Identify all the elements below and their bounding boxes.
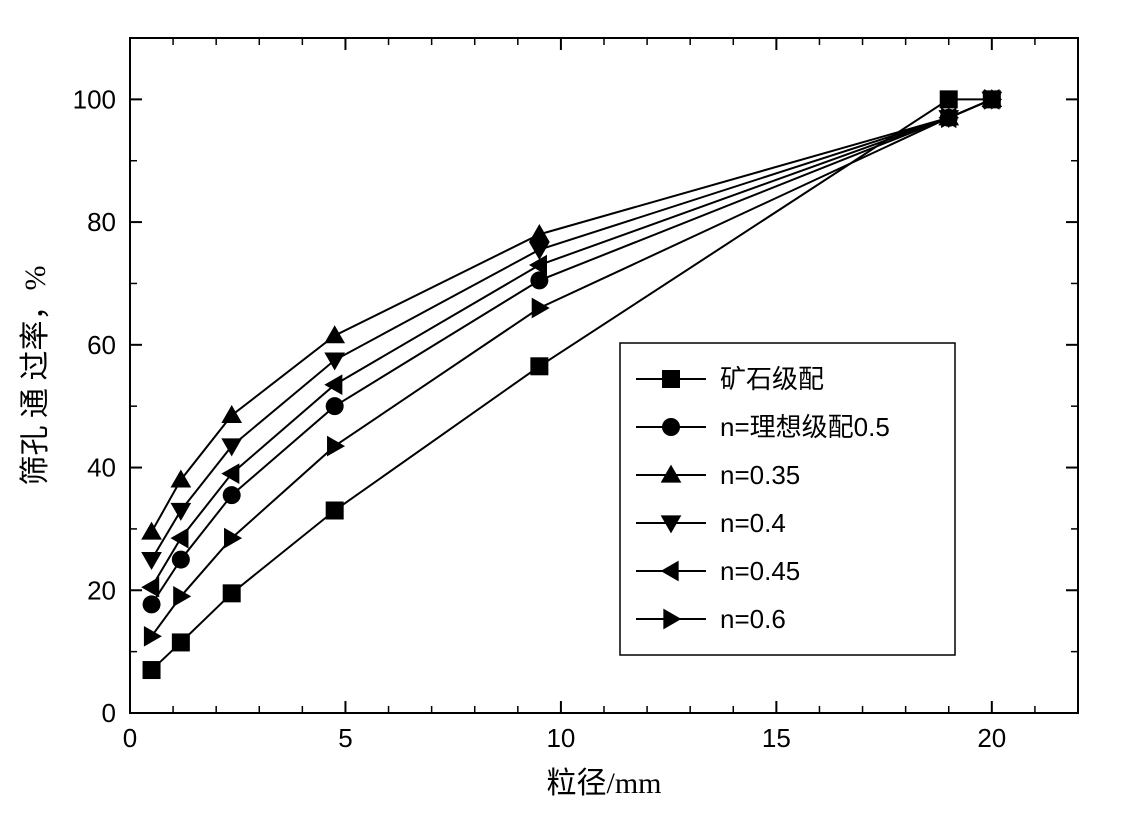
x-tick-label: 10 xyxy=(546,723,575,753)
y-tick-label: 100 xyxy=(73,84,116,114)
y-tick-label: 40 xyxy=(87,453,116,483)
x-tick-label: 15 xyxy=(762,723,791,753)
legend-label-n045: n=0.45 xyxy=(720,556,800,586)
y-tick-label: 0 xyxy=(102,698,116,728)
triangle-down-marker xyxy=(141,552,162,570)
y-tick-label: 80 xyxy=(87,207,116,237)
triangle-left-marker xyxy=(221,463,239,484)
legend-label-ore: 矿石级配 xyxy=(720,364,824,394)
legend-label-n04: n=0.4 xyxy=(720,508,786,538)
square-marker xyxy=(940,90,958,108)
triangle-up-marker xyxy=(324,325,345,343)
triangle-up-marker xyxy=(221,405,242,423)
legend-label-n06: n=0.6 xyxy=(720,604,786,634)
line-chart: 0 5 10 15 20 粒径/mm 0 20 40 60 80 100 筛孔 通 过率，% 矿石级配 n=… xyxy=(0,0,1121,839)
y-axis-title: 筛孔 通 过率，% xyxy=(19,266,52,486)
legend-label-n035: n=0.35 xyxy=(720,460,800,490)
circle-marker xyxy=(662,418,680,436)
x-tick-label: 0 xyxy=(123,723,137,753)
square-marker xyxy=(143,661,161,679)
triangle-down-marker xyxy=(324,353,345,371)
circle-marker xyxy=(326,397,344,415)
x-tick-label: 5 xyxy=(338,723,352,753)
x-axis-title: 粒径/mm xyxy=(546,767,661,800)
y-tick-label: 20 xyxy=(87,575,116,605)
triangle-right-marker xyxy=(327,436,345,457)
chart-container: 0 5 10 15 20 粒径/mm 0 20 40 60 80 100 筛孔 通 过率，% 矿石级配 n=… xyxy=(0,0,1121,839)
triangle-left-marker xyxy=(170,528,188,549)
square-marker xyxy=(662,370,680,388)
triangle-up-marker xyxy=(141,522,162,540)
legend-label-n05: n=理想级配0.5 xyxy=(720,412,890,442)
square-marker xyxy=(172,633,190,651)
triangle-right-marker xyxy=(532,298,550,319)
y-tick-label: 60 xyxy=(87,330,116,360)
circle-marker xyxy=(223,486,241,504)
triangle-right-marker xyxy=(144,626,162,647)
circle-marker xyxy=(143,595,161,613)
square-marker xyxy=(223,584,241,602)
square-marker xyxy=(530,357,548,375)
triangle-right-marker xyxy=(173,586,191,607)
triangle-down-marker xyxy=(170,503,191,521)
triangle-left-marker xyxy=(141,577,159,598)
x-tick-label: 20 xyxy=(977,723,1006,753)
circle-marker xyxy=(172,551,190,569)
square-marker xyxy=(326,502,344,520)
